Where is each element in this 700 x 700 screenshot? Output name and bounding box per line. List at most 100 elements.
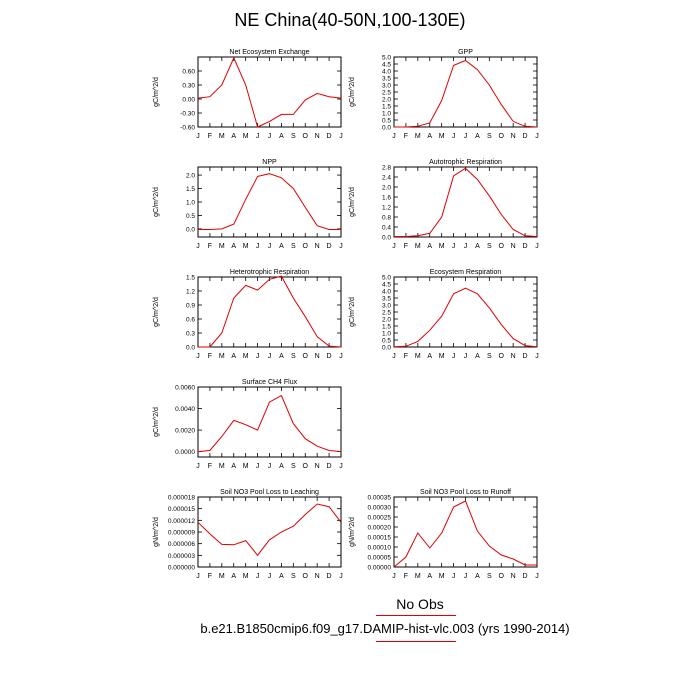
x-tick-label: A	[231, 133, 236, 140]
x-tick-label: M	[243, 353, 249, 360]
y-tick-label: 0.00000	[368, 565, 392, 572]
x-tick-label: A	[427, 353, 432, 360]
x-tick-label: A	[231, 463, 236, 470]
x-tick-label: A	[231, 243, 236, 250]
x-tick-label: J	[535, 133, 539, 140]
x-tick-label: J	[268, 243, 272, 250]
panel-title: Heterotrophic Respiration	[230, 269, 309, 276]
y-tick-label: 0.0040	[175, 406, 195, 413]
x-tick-label: J	[339, 353, 343, 360]
y-tick-label: 0.60	[182, 69, 195, 76]
panel-title: Ecosystem Respiration	[430, 269, 502, 276]
y-axis-label: gC/m^2/d	[153, 407, 160, 437]
x-tick-label: S	[487, 573, 492, 580]
y-tick-label: 0.5	[382, 338, 391, 345]
x-tick-label: S	[291, 243, 296, 250]
y-tick-label: 0.000003	[168, 553, 195, 560]
y-tick-label: 2.4	[382, 175, 391, 182]
series-line	[197, 56, 342, 128]
y-axis-label: gN/m^2/d	[153, 517, 160, 547]
x-tick-label: N	[315, 353, 320, 360]
legend-label: No Obs	[396, 596, 444, 612]
x-tick-label: J	[339, 133, 343, 140]
x-tick-label: J	[268, 463, 272, 470]
y-tick-label: 0.00020	[368, 525, 392, 532]
x-tick-label: F	[404, 353, 408, 360]
x-tick-label: M	[415, 573, 421, 580]
x-tick-label: A	[231, 573, 236, 580]
x-tick-label: J	[268, 353, 272, 360]
x-tick-label: J	[464, 243, 468, 250]
y-tick-label: 0.0020	[175, 428, 195, 435]
y-tick-label: 0.3	[186, 331, 195, 338]
x-tick-label: D	[327, 353, 332, 360]
y-tick-label: 4.0	[382, 289, 391, 296]
x-tick-label: D	[327, 463, 332, 470]
y-tick-label: 3.0	[382, 303, 391, 310]
y-tick-label: 5.0	[382, 275, 391, 282]
x-tick-label: J	[452, 353, 456, 360]
x-tick-label: O	[499, 573, 505, 580]
x-tick-label: S	[487, 133, 492, 140]
x-tick-label: O	[499, 353, 505, 360]
series-line	[394, 59, 538, 128]
y-tick-label: 2.0	[382, 317, 391, 324]
x-tick-label: N	[511, 243, 516, 250]
x-tick-label: F	[208, 573, 212, 580]
y-tick-label: 0.000006	[168, 541, 195, 548]
x-tick-label: S	[291, 353, 296, 360]
y-tick-label: 2.0	[382, 185, 391, 192]
x-tick-label: M	[415, 133, 421, 140]
y-tick-label: 0.00025	[368, 515, 392, 522]
x-tick-label: O	[499, 133, 505, 140]
plot-frame	[393, 166, 538, 238]
y-tick-label: 0.000000	[168, 565, 195, 572]
x-tick-label: J	[256, 573, 260, 580]
x-tick-label: J	[535, 353, 539, 360]
y-tick-label: 1.6	[382, 195, 391, 202]
y-tick-label: 1.5	[382, 324, 391, 331]
y-tick-label: 0.5	[382, 118, 391, 125]
x-tick-label: J	[268, 133, 272, 140]
y-axis-label: gC/m^2/d	[153, 187, 160, 217]
series-line	[198, 275, 342, 348]
y-tick-label: -0.30	[180, 111, 195, 118]
chart-panel-7: Surface CH4 Flux gC/m^2/d 0.0000 0.0020 0.00…	[153, 379, 343, 470]
y-tick-label: 0.0	[382, 125, 391, 132]
x-tick-label: J	[339, 463, 343, 470]
x-tick-label: M	[243, 573, 249, 580]
y-tick-label: 1.5	[186, 186, 195, 193]
chart-panel-1: Net Ecosystem Exchange gC/m^2/d -0.60 -0.30…	[153, 49, 343, 140]
y-tick-label: 1.0	[186, 200, 195, 207]
y-tick-label: 2.5	[382, 90, 391, 97]
x-tick-label: A	[231, 353, 236, 360]
y-axis-label: gC/m^2/d	[349, 77, 356, 107]
series-line	[197, 503, 342, 557]
x-tick-label: M	[415, 353, 421, 360]
x-tick-label: F	[404, 573, 408, 580]
panel-title: Net Ecosystem Exchange	[229, 49, 309, 56]
x-tick-label: J	[196, 353, 200, 360]
legend-line-bottom	[376, 641, 456, 642]
y-tick-label: 2.0	[186, 173, 195, 180]
y-tick-label: 0.0	[382, 345, 391, 352]
x-tick-label: M	[219, 243, 225, 250]
x-tick-label: M	[219, 573, 225, 580]
y-tick-label: 0.0	[186, 226, 195, 233]
y-tick-label: 0.00005	[368, 555, 392, 562]
y-tick-label: 0.8	[382, 215, 391, 222]
y-tick-label: 0.0	[186, 345, 195, 352]
y-tick-label: 0.0	[382, 235, 391, 242]
chart-panel-2: GPP gC/m^2/d 0.00.51.01.52.02.53.03.54.04.…	[349, 49, 539, 140]
y-tick-label: 0.000015	[168, 506, 195, 513]
series-line	[198, 173, 341, 230]
y-tick-label: 4.5	[382, 282, 391, 289]
x-tick-label: N	[511, 573, 516, 580]
y-tick-label: 1.5	[186, 275, 195, 282]
x-tick-label: M	[439, 243, 445, 250]
plot-frame	[197, 496, 342, 568]
y-tick-label: 1.2	[382, 205, 391, 212]
